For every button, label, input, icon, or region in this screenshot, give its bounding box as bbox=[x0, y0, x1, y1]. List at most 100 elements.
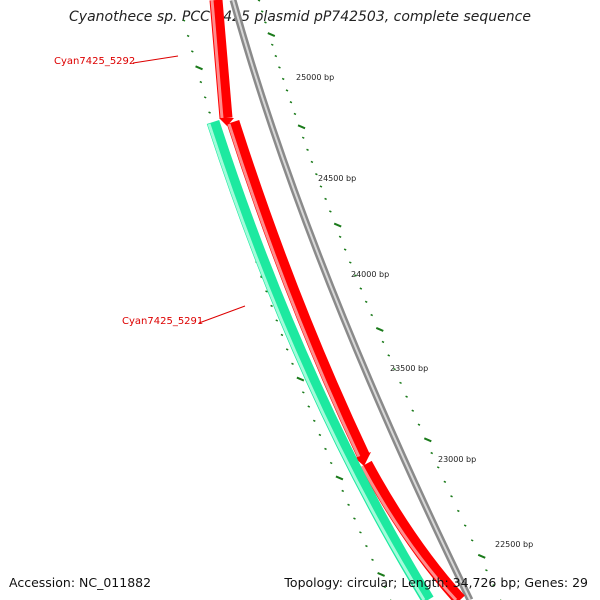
minor-tick bbox=[430, 451, 434, 455]
leader-line-cyan7425-5291 bbox=[198, 305, 246, 324]
minor-tick bbox=[387, 354, 391, 357]
inner-minor-tick bbox=[182, 19, 186, 22]
minor-tick bbox=[450, 495, 453, 498]
gene-arrow-cyan7425-5292-head bbox=[219, 118, 234, 126]
gene-arrow-red-lower-highlight bbox=[360, 465, 458, 600]
minor-tick bbox=[270, 43, 274, 46]
inner-minor-tick bbox=[199, 80, 203, 84]
gene-arrow-red-main-highlight bbox=[227, 123, 362, 460]
major-tick bbox=[333, 222, 342, 228]
minor-tick bbox=[306, 148, 309, 151]
inner-minor-tick bbox=[208, 111, 211, 114]
tick-label: 24000 bp bbox=[351, 270, 390, 279]
leader-line-cyan7425-5292 bbox=[132, 55, 179, 64]
minor-tick bbox=[264, 21, 267, 24]
minor-tick bbox=[274, 54, 278, 58]
gene-arrow-cyan7425-5292[interactable] bbox=[209, 0, 233, 119]
major-tick bbox=[267, 32, 276, 37]
inner-major-tick bbox=[296, 376, 305, 382]
inner-minor-tick bbox=[329, 461, 333, 465]
gene-label-cyan7425-5292[interactable]: Cyan7425_5292 bbox=[54, 56, 136, 67]
inner-minor-tick bbox=[365, 544, 368, 548]
minor-tick bbox=[324, 197, 327, 201]
inner-minor-tick bbox=[203, 96, 207, 99]
tick-label: 23000 bp bbox=[438, 455, 477, 464]
inner-minor-tick bbox=[280, 333, 284, 337]
minor-tick bbox=[364, 300, 368, 303]
inner-minor-tick bbox=[347, 503, 350, 506]
inner-minor-tick bbox=[312, 419, 316, 422]
major-tick bbox=[375, 327, 384, 332]
minor-tick bbox=[411, 409, 415, 412]
minor-tick bbox=[310, 160, 314, 164]
minor-tick bbox=[348, 261, 352, 264]
major-tick bbox=[423, 437, 432, 443]
minor-tick bbox=[354, 274, 357, 277]
minor-tick bbox=[381, 340, 385, 344]
inner-major-tick bbox=[195, 65, 203, 71]
inner-minor-tick bbox=[318, 433, 322, 437]
minor-tick bbox=[405, 395, 408, 398]
minor-tick bbox=[260, 10, 264, 13]
minor-tick bbox=[417, 423, 421, 426]
minor-tick bbox=[470, 539, 474, 542]
inner-minor-tick bbox=[291, 362, 294, 365]
inner-minor-tick bbox=[190, 50, 194, 53]
gene-arrow-red-main-head bbox=[355, 452, 371, 466]
inner-minor-tick bbox=[371, 558, 374, 561]
minor-tick bbox=[301, 136, 305, 139]
tick-label: 23500 bp bbox=[390, 364, 429, 373]
minor-tick bbox=[443, 480, 447, 483]
minor-tick bbox=[257, 0, 261, 2]
gene-arrow-cyan7425-5292-highlight bbox=[210, 0, 224, 119]
minor-tick bbox=[436, 466, 440, 469]
minor-tick bbox=[463, 524, 467, 527]
gene-arrow-red-lower[interactable] bbox=[360, 460, 465, 600]
gene-arrow-cyan7425-5291[interactable] bbox=[206, 119, 434, 600]
minor-tick bbox=[399, 381, 402, 385]
gene-arrow-red-main[interactable] bbox=[226, 120, 370, 460]
minor-tick bbox=[492, 584, 495, 587]
major-tick bbox=[297, 124, 306, 130]
inner-minor-tick bbox=[301, 391, 305, 394]
minor-tick bbox=[319, 185, 323, 188]
minor-tick bbox=[393, 367, 396, 371]
inner-minor-tick bbox=[324, 447, 327, 451]
inner-minor-tick bbox=[265, 290, 268, 293]
inner-major-tick bbox=[377, 571, 386, 577]
tick-label: 22500 bp bbox=[495, 540, 534, 549]
inner-minor-tick bbox=[285, 348, 289, 351]
minor-tick bbox=[278, 66, 281, 69]
inner-minor-tick bbox=[359, 531, 362, 534]
tick-marks bbox=[182, 0, 502, 600]
inner-minor-tick bbox=[275, 319, 279, 322]
minor-tick bbox=[343, 248, 347, 251]
minor-tick bbox=[456, 509, 460, 513]
accession-text: Accession: NC_011882 bbox=[9, 575, 152, 590]
backbone-ring bbox=[229, 0, 474, 600]
minor-tick bbox=[370, 313, 374, 317]
minor-tick bbox=[315, 173, 318, 176]
minor-tick bbox=[285, 89, 289, 92]
inner-minor-tick bbox=[307, 405, 311, 408]
minor-tick bbox=[338, 235, 342, 238]
inner-minor-tick bbox=[383, 585, 387, 589]
gene-label-cyan7425-5291[interactable]: Cyan7425_5291 bbox=[122, 316, 204, 327]
tick-label: 25000 bp bbox=[296, 73, 335, 82]
inner-minor-tick bbox=[270, 304, 273, 308]
minor-tick bbox=[329, 210, 332, 213]
inner-minor-tick bbox=[353, 517, 356, 520]
backbone-ring-highlight bbox=[232, 0, 471, 600]
gene-arrow-cyan7425-5291-highlight bbox=[207, 123, 426, 600]
major-tick bbox=[477, 553, 486, 559]
inner-major-tick bbox=[335, 475, 344, 481]
inner-minor-tick bbox=[186, 34, 190, 38]
minor-tick bbox=[485, 569, 488, 572]
minor-tick bbox=[359, 287, 363, 290]
inner-minor-tick bbox=[341, 489, 345, 493]
minor-tick bbox=[281, 77, 285, 81]
tick-label: 24500 bp bbox=[318, 174, 357, 183]
minor-tick bbox=[289, 100, 293, 104]
genome-summary-text: Topology: circular; Length: 34,726 bp; G… bbox=[284, 575, 588, 590]
